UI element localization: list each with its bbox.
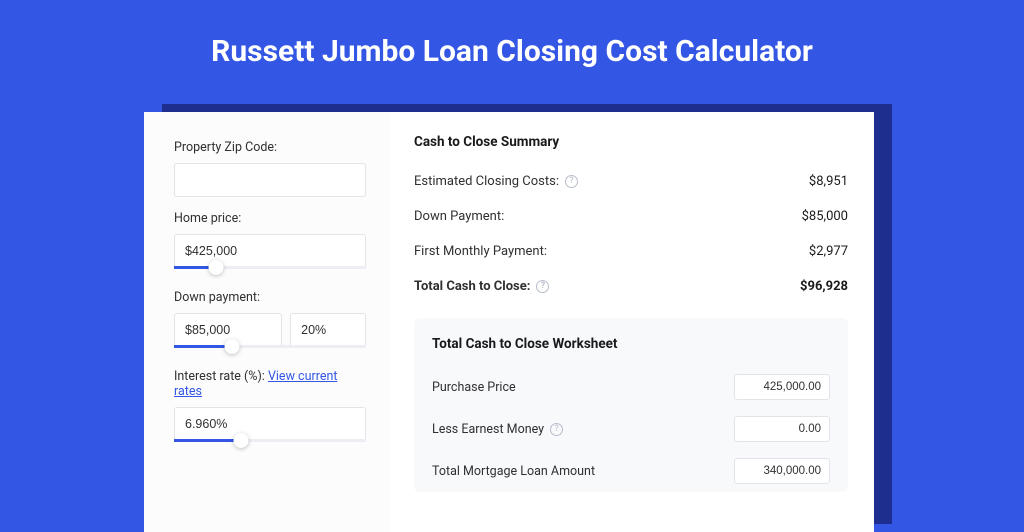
home-price-input[interactable] (174, 234, 366, 268)
summary-row-value: $96,928 (800, 279, 848, 294)
worksheet-row-label: Total Mortgage Loan Amount (432, 464, 595, 479)
slider-thumb[interactable] (224, 339, 239, 354)
summary-rows: Estimated Closing Costs:? $8,951 Down Paym… (414, 164, 848, 304)
home-price-slider[interactable] (174, 266, 366, 276)
form-panel: Property Zip Code: Home price: Down paym… (144, 112, 390, 532)
summary-row: Estimated Closing Costs:? $8,951 (414, 164, 848, 199)
summary-row-label: Total Cash to Close:? (414, 279, 549, 294)
down-payment-inputs (174, 313, 366, 347)
worksheet-title: Total Cash to Close Worksheet (432, 336, 830, 352)
down-payment-pct-input[interactable] (290, 313, 366, 347)
slider-thumb[interactable] (234, 433, 249, 448)
worksheet-row-label: Purchase Price (432, 380, 516, 395)
summary-title: Cash to Close Summary (414, 134, 848, 150)
summary-row-label: First Monthly Payment: (414, 244, 547, 259)
worksheet-row-label: Less Earnest Money? (432, 422, 563, 437)
worksheet-row-input[interactable] (734, 416, 830, 442)
interest-rate-label-text: Interest rate (%): (174, 369, 268, 384)
down-payment-slider[interactable] (174, 345, 366, 355)
worksheet-row: Total Mortgage Loan Amount (432, 450, 830, 492)
zip-group: Property Zip Code: (174, 140, 366, 197)
slider-thumb[interactable] (209, 260, 224, 275)
summary-row-value: $85,000 (802, 209, 848, 224)
worksheet-rows: Purchase Price Less Earnest Money? Total M… (432, 366, 830, 492)
slider-fill (174, 439, 241, 442)
summary-row: Total Cash to Close:? $96,928 (414, 269, 848, 304)
interest-rate-input[interactable] (174, 407, 366, 441)
worksheet-row: Less Earnest Money? (432, 408, 830, 450)
help-icon[interactable]: ? (565, 175, 578, 188)
worksheet-row-input[interactable] (734, 458, 830, 484)
summary-row-label: Down Payment: (414, 209, 504, 224)
summary-row: First Monthly Payment: $2,977 (414, 234, 848, 269)
worksheet-row: Purchase Price (432, 366, 830, 408)
home-price-label: Home price: (174, 211, 366, 226)
interest-rate-label: Interest rate (%): View current rates (174, 369, 366, 399)
worksheet-row-input[interactable] (734, 374, 830, 400)
summary-row-label: Estimated Closing Costs:? (414, 174, 578, 189)
summary-row: Down Payment: $85,000 (414, 199, 848, 234)
interest-rate-slider[interactable] (174, 439, 366, 449)
interest-rate-group: Interest rate (%): View current rates (174, 369, 366, 449)
down-payment-group: Down payment: (174, 290, 366, 355)
calculator-card: Property Zip Code: Home price: Down paym… (144, 112, 874, 532)
summary-row-value: $2,977 (809, 244, 848, 259)
summary-row-value: $8,951 (809, 174, 848, 189)
help-icon[interactable]: ? (550, 423, 563, 436)
worksheet-panel: Total Cash to Close Worksheet Purchase P… (414, 318, 848, 492)
page-title: Russett Jumbo Loan Closing Cost Calculat… (0, 0, 1024, 97)
down-payment-label: Down payment: (174, 290, 366, 305)
home-price-group: Home price: (174, 211, 366, 276)
results-panel: Cash to Close Summary Estimated Closing … (390, 112, 874, 532)
zip-input[interactable] (174, 163, 366, 197)
zip-label: Property Zip Code: (174, 140, 366, 155)
slider-fill (174, 345, 232, 348)
help-icon[interactable]: ? (536, 280, 549, 293)
